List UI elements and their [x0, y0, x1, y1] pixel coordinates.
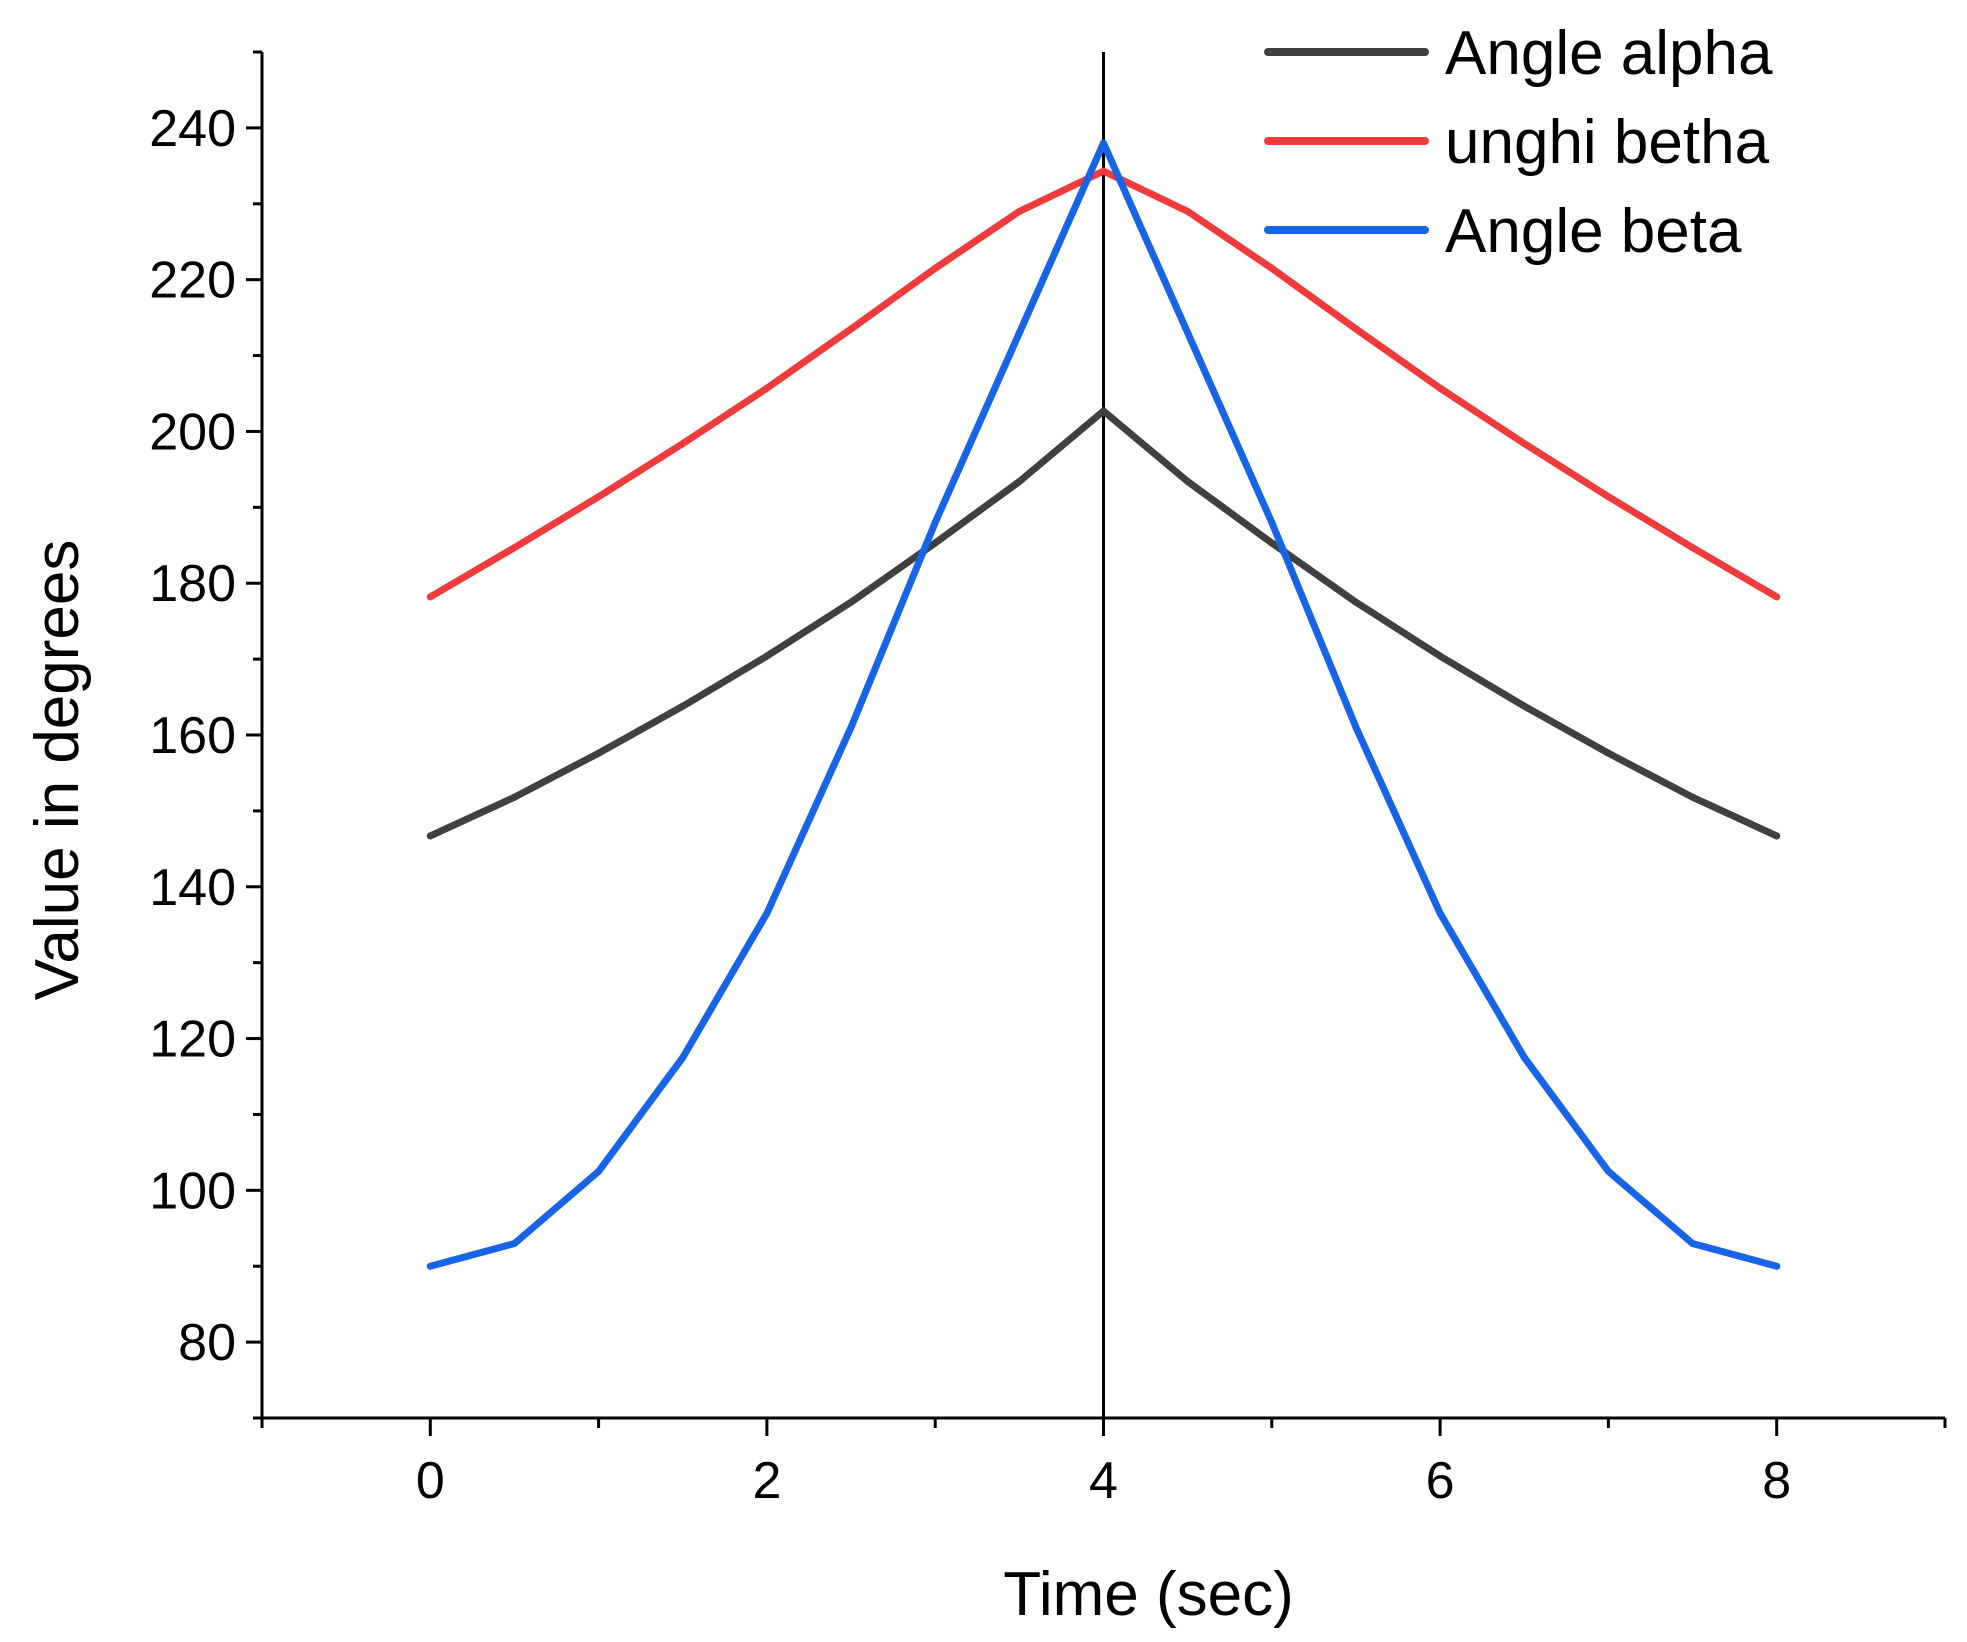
series-1-point [763, 652, 771, 660]
series-1-point [1436, 652, 1444, 660]
y-tick-label: 140 [149, 859, 236, 917]
y-tick-label: 100 [149, 1162, 236, 1220]
series-1-point [679, 702, 687, 710]
series-3-point [510, 1239, 518, 1247]
series-1-point [1520, 702, 1528, 710]
series-1-point [1100, 407, 1107, 415]
series-3-point [426, 1262, 434, 1270]
legend-label-1: Angle alpha [1445, 19, 1773, 88]
series-2-point [1773, 593, 1781, 601]
series-2-point [1100, 167, 1107, 175]
series-3-point [847, 723, 855, 731]
series-2-point [847, 325, 855, 333]
y-tick-label: 120 [149, 1011, 236, 1069]
series-3-point [1352, 723, 1360, 731]
x-tick-label: 6 [1426, 1452, 1455, 1510]
y-tick-label: 240 [149, 100, 236, 158]
series-3-point [1520, 1054, 1528, 1062]
series-3-point [1184, 329, 1192, 337]
y-tick-label: 200 [149, 403, 236, 461]
x-tick-label: 8 [1762, 1452, 1791, 1510]
series-1-point [1268, 539, 1276, 547]
series-2-point [1604, 493, 1612, 501]
series-2-point [1436, 384, 1444, 392]
series-2-point [1268, 264, 1276, 272]
series-3-point [763, 909, 771, 917]
series-1-point [931, 539, 939, 547]
series-3-point [1268, 519, 1276, 527]
y-axis-title: Value in degrees [23, 540, 92, 1001]
axes: 80 100 120 140 160 180 200 220 240 0 2 4 6 8 [149, 50, 1947, 1510]
series-2-point [1184, 207, 1192, 215]
series-2-point [426, 593, 434, 601]
x-axis-title: Time (sec) [1003, 1560, 1293, 1629]
series-2-point [1689, 544, 1697, 552]
legend-label-2: unghi betha [1445, 108, 1770, 177]
series-2-point [763, 384, 771, 392]
y-tick-label: 80 [178, 1314, 236, 1372]
series-3-point [1100, 139, 1107, 147]
series-1-point [595, 749, 603, 757]
series-2-point [595, 493, 603, 501]
series-2-point [931, 264, 939, 272]
series-3-point [1773, 1262, 1781, 1270]
series-1-point [1184, 478, 1192, 486]
series-3-point [1689, 1239, 1697, 1247]
y-tick-label: 180 [149, 555, 236, 613]
legend-label-3: Angle beta [1445, 197, 1742, 266]
series-3-point [595, 1167, 603, 1175]
series-3-point [1604, 1167, 1612, 1175]
series-2-point [1015, 207, 1023, 215]
series-1-point [426, 832, 434, 840]
x-tick-label: 2 [752, 1452, 781, 1510]
x-tick-label: 0 [416, 1452, 445, 1510]
series-3-point [1436, 909, 1444, 917]
series-2-point [679, 440, 687, 448]
y-tick-label: 160 [149, 707, 236, 765]
series-1-point [1015, 478, 1023, 486]
series-1-point [1352, 598, 1360, 606]
series-1-point [1689, 793, 1697, 801]
legend: Angle alpha unghi betha Angle beta [1264, 19, 1773, 266]
series-layer [426, 139, 1781, 1270]
series-3-point [679, 1054, 687, 1062]
series-3-point [1015, 329, 1023, 337]
series-1-point [1604, 749, 1612, 757]
series-2-point [1352, 325, 1360, 333]
series-2-point [1520, 440, 1528, 448]
x-tick-label: 4 [1089, 1452, 1118, 1510]
series-1-point [510, 793, 518, 801]
series-3-point [931, 519, 939, 527]
series-1-point [847, 598, 855, 606]
series-2-point [510, 544, 518, 552]
y-tick-label: 220 [149, 252, 236, 310]
series-1-point [1773, 832, 1781, 840]
